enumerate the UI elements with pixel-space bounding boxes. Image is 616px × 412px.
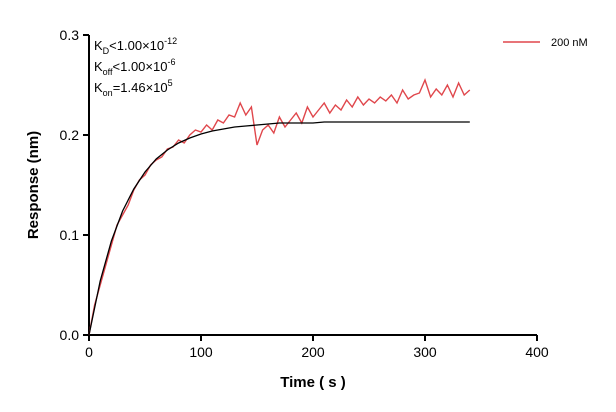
y-tick-label: 0.2 bbox=[60, 127, 80, 143]
annotation-relation: < bbox=[109, 38, 117, 53]
annotation-subscript: on bbox=[103, 88, 113, 98]
x-tick-label: 200 bbox=[301, 344, 325, 360]
y-axis-title: Response (nm) bbox=[25, 131, 42, 239]
y-tick-label: 0.3 bbox=[60, 27, 80, 43]
annotation-relation: < bbox=[113, 59, 121, 74]
annotation: Koff<1.00×10-6 bbox=[94, 57, 175, 77]
annotation-mantissa: 1.46×10 bbox=[120, 80, 167, 95]
annotation-symbol: K bbox=[94, 38, 103, 53]
annotation-subscript: off bbox=[103, 67, 113, 77]
fit-line bbox=[88, 121, 470, 336]
x-axis-title: Time ( s ) bbox=[280, 374, 346, 391]
annotation-subscript: D bbox=[103, 46, 110, 56]
x-tick-label: 100 bbox=[189, 344, 213, 360]
annotation: Kon=1.46×105 bbox=[94, 78, 173, 98]
annotation-exponent: 5 bbox=[168, 78, 173, 88]
annotation-exponent: -6 bbox=[167, 57, 175, 67]
x-tick-label: 400 bbox=[525, 344, 549, 360]
annotation-symbol: K bbox=[94, 80, 103, 95]
annotation-symbol: K bbox=[94, 59, 103, 74]
annotation-exponent: -12 bbox=[164, 36, 177, 46]
x-tick-label: 300 bbox=[413, 344, 437, 360]
y-tick-label: 0.0 bbox=[60, 327, 80, 343]
data-line bbox=[88, 78, 471, 336]
y-tick-label: 0.1 bbox=[60, 227, 80, 243]
annotation-mantissa: 1.00×10 bbox=[120, 59, 167, 74]
x-tick-label: 0 bbox=[85, 344, 93, 360]
annotation: KD<1.00×10-12 bbox=[94, 36, 177, 56]
legend-label: 200 nM bbox=[551, 37, 588, 49]
annotation-mantissa: 1.00×10 bbox=[117, 38, 164, 53]
annotation-relation: = bbox=[113, 80, 121, 95]
